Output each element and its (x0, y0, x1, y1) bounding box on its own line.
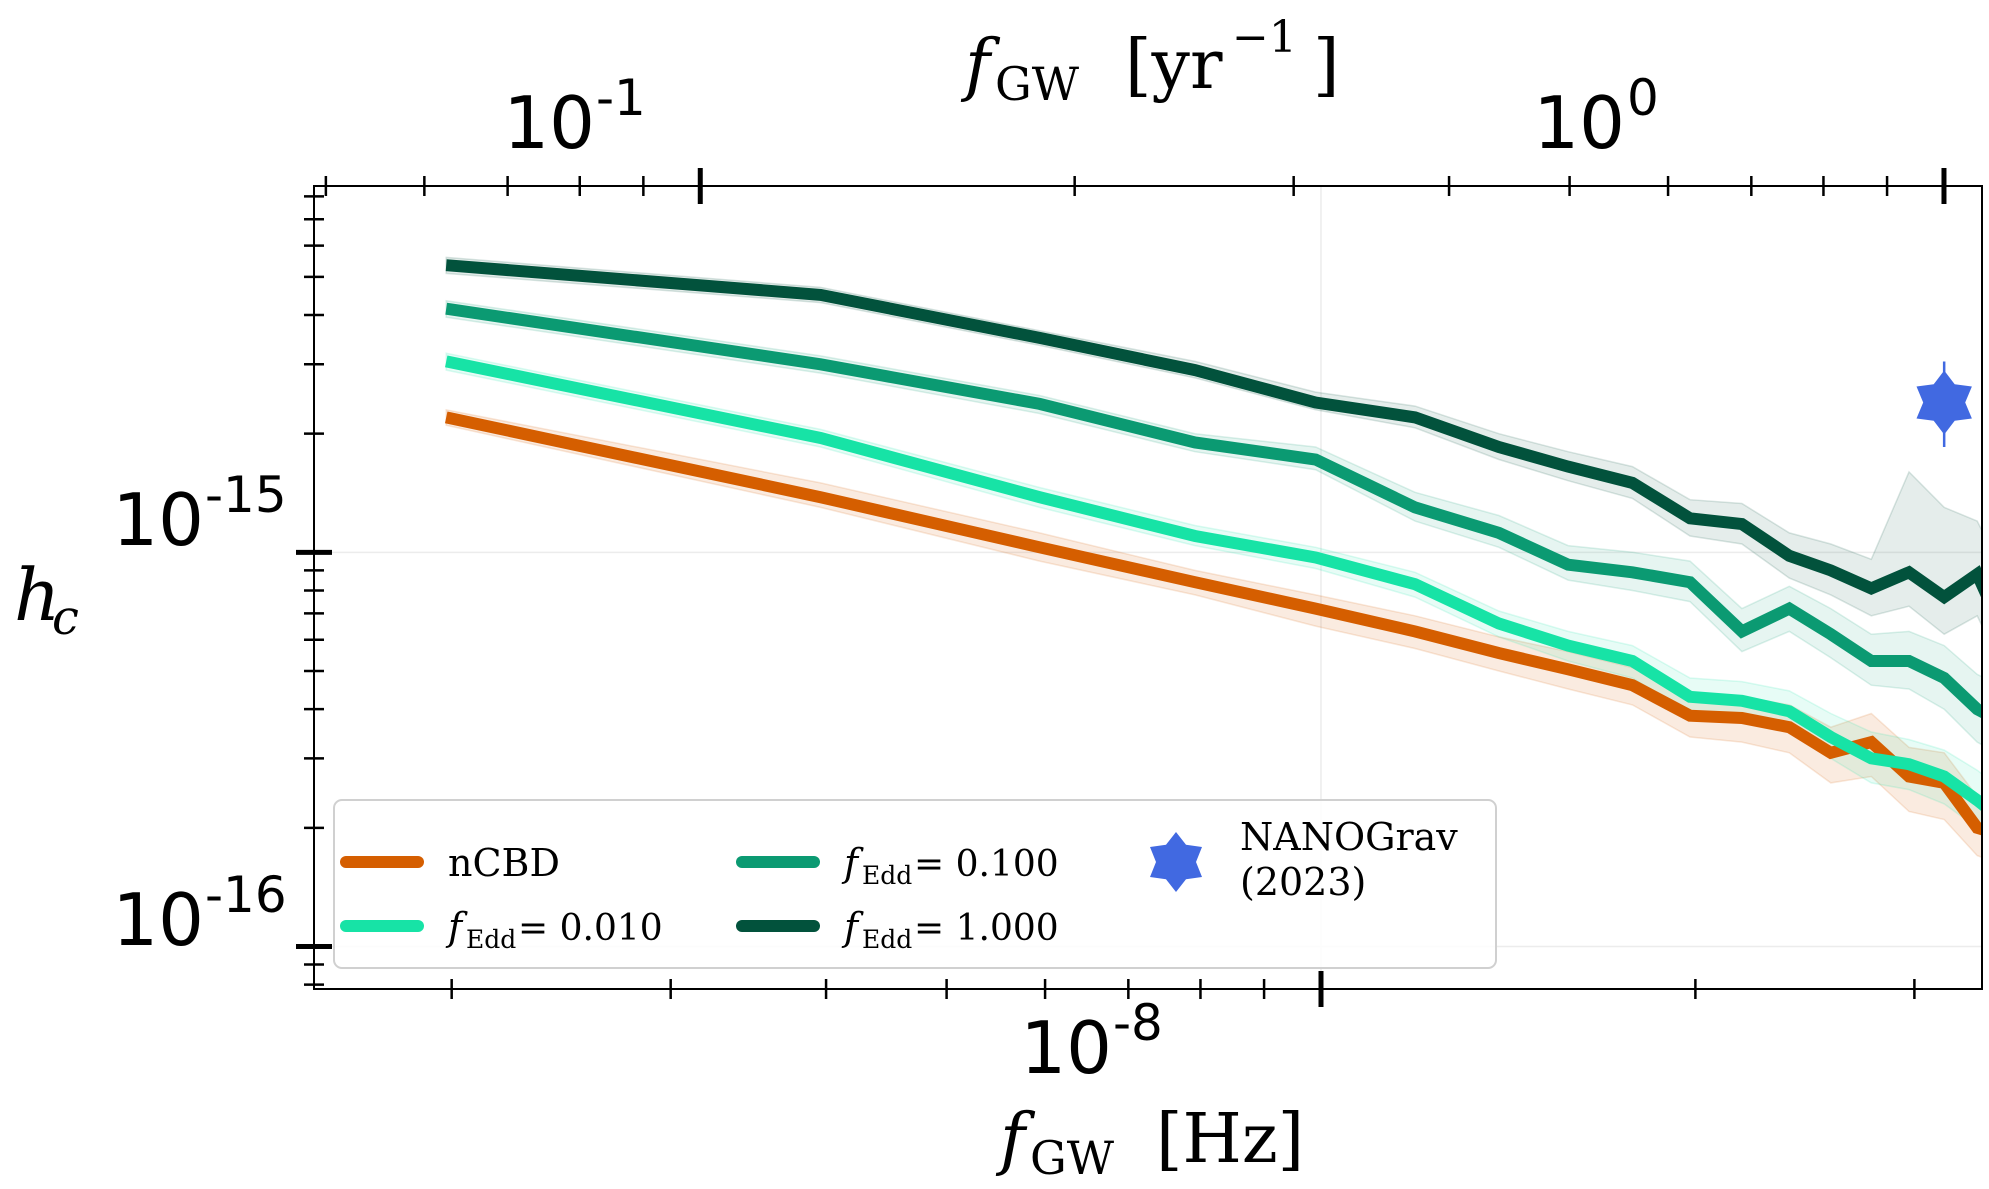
nanograv-marker-group (1916, 361, 1972, 448)
star-icon (1916, 370, 1972, 435)
legend-label-sub-0100: Edd (862, 861, 912, 890)
y-axis-label: h c (14, 553, 79, 646)
top-tick-label-0.1: 10 (503, 81, 595, 165)
top-axis-label-unit: [yr (1125, 26, 1223, 105)
legend-label-0010: = 0.010 (518, 908, 663, 949)
x-tick-label-1e-8: 10 (1020, 1006, 1112, 1090)
x-axis-label-unit: [Hz] (1156, 1100, 1304, 1179)
series-line-fEdd=0.100 (445, 302, 1982, 719)
top-tick-exponent-1: -1 (596, 69, 646, 127)
series-line-nCBD (444, 411, 1982, 836)
top-axis-label-bracket: ] (1313, 26, 1340, 105)
legend-star-shape (1150, 832, 1202, 892)
y-tick-exponent-16: -16 (205, 866, 287, 924)
series-line-fEdd=1.000 (445, 259, 1982, 605)
x-axis-label: f GW [Hz] (995, 1100, 1304, 1185)
band-fEdd=1.000 (445, 256, 1982, 636)
plot-frame (313, 185, 1983, 990)
legend-star-icon (1150, 832, 1202, 892)
y-axis-label-h: h (14, 553, 60, 637)
y-axis-label-sub: c (52, 590, 79, 646)
band-fEdd=0.100 (445, 299, 1982, 746)
series-lines (444, 259, 1982, 836)
x-tick-exponent: -8 (1113, 994, 1163, 1052)
legend-label-sub-0010: Edd (466, 925, 516, 954)
legend-label-sub-1000: Edd (862, 925, 912, 954)
y-tick-label-1e-15: 10 (112, 478, 204, 562)
top-tick-label-1: 10 (1533, 81, 1625, 165)
legend-box (333, 799, 1497, 969)
top-tick-exponent-2: 0 (1627, 69, 1659, 127)
legend-label-nanograv-year: (2023) (1240, 860, 1366, 904)
series-line-fEdd=0.010 (444, 355, 1982, 812)
x-axis-label-sub: GW (1030, 1131, 1115, 1185)
legend-label-1000: = 1.000 (914, 908, 1059, 949)
legend: nCBD f Edd = 0.010 f Edd = 0.100 f Edd =… (333, 799, 1497, 969)
y-tick-exponent-15: -15 (205, 466, 287, 524)
top-axis-label-exp: −1 (1232, 12, 1297, 63)
axis-ticks (296, 168, 1947, 1007)
legend-label-ncbd: nCBD (448, 841, 560, 885)
legend-label-nanograv: NANOGrav (1240, 815, 1458, 859)
top-axis-label-sub: GW (995, 57, 1080, 111)
top-axis-label: f GW [yr −1 ] (960, 12, 1340, 111)
y-tick-label-1e-16: 10 (112, 878, 204, 962)
legend-label-0100: = 0.100 (914, 844, 1059, 885)
